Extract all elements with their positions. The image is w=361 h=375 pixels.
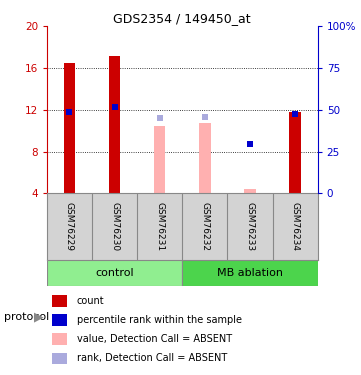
Text: GSM76231: GSM76231 — [155, 202, 164, 251]
Point — [247, 141, 253, 147]
Bar — [52, 352, 67, 364]
Text: value, Detection Call = ABSENT: value, Detection Call = ABSENT — [77, 334, 232, 344]
Point — [67, 109, 73, 115]
Bar — [244, 189, 256, 194]
Text: GSM76234: GSM76234 — [291, 202, 300, 251]
Title: GDS2354 / 149450_at: GDS2354 / 149450_at — [113, 12, 251, 25]
Text: GSM76233: GSM76233 — [245, 202, 255, 251]
Bar — [154, 126, 165, 194]
Bar — [52, 295, 67, 307]
Text: GSM76230: GSM76230 — [110, 202, 119, 251]
Point — [202, 114, 208, 120]
Bar — [109, 56, 120, 194]
Bar — [290, 112, 301, 194]
Text: control: control — [95, 268, 134, 278]
Point — [292, 111, 298, 117]
Text: GSM76229: GSM76229 — [65, 202, 74, 251]
Point — [112, 104, 118, 110]
Bar — [199, 123, 210, 194]
Text: ▶: ▶ — [34, 310, 44, 323]
Text: GSM76232: GSM76232 — [200, 202, 209, 251]
Bar — [47, 260, 182, 286]
Text: count: count — [77, 296, 104, 306]
Bar — [182, 260, 318, 286]
Text: percentile rank within the sample: percentile rank within the sample — [77, 315, 242, 325]
Text: protocol: protocol — [4, 312, 49, 322]
Bar — [52, 333, 67, 345]
Text: rank, Detection Call = ABSENT: rank, Detection Call = ABSENT — [77, 354, 227, 363]
Text: MB ablation: MB ablation — [217, 268, 283, 278]
Bar — [52, 314, 67, 326]
Bar — [64, 63, 75, 194]
Point — [157, 115, 162, 121]
